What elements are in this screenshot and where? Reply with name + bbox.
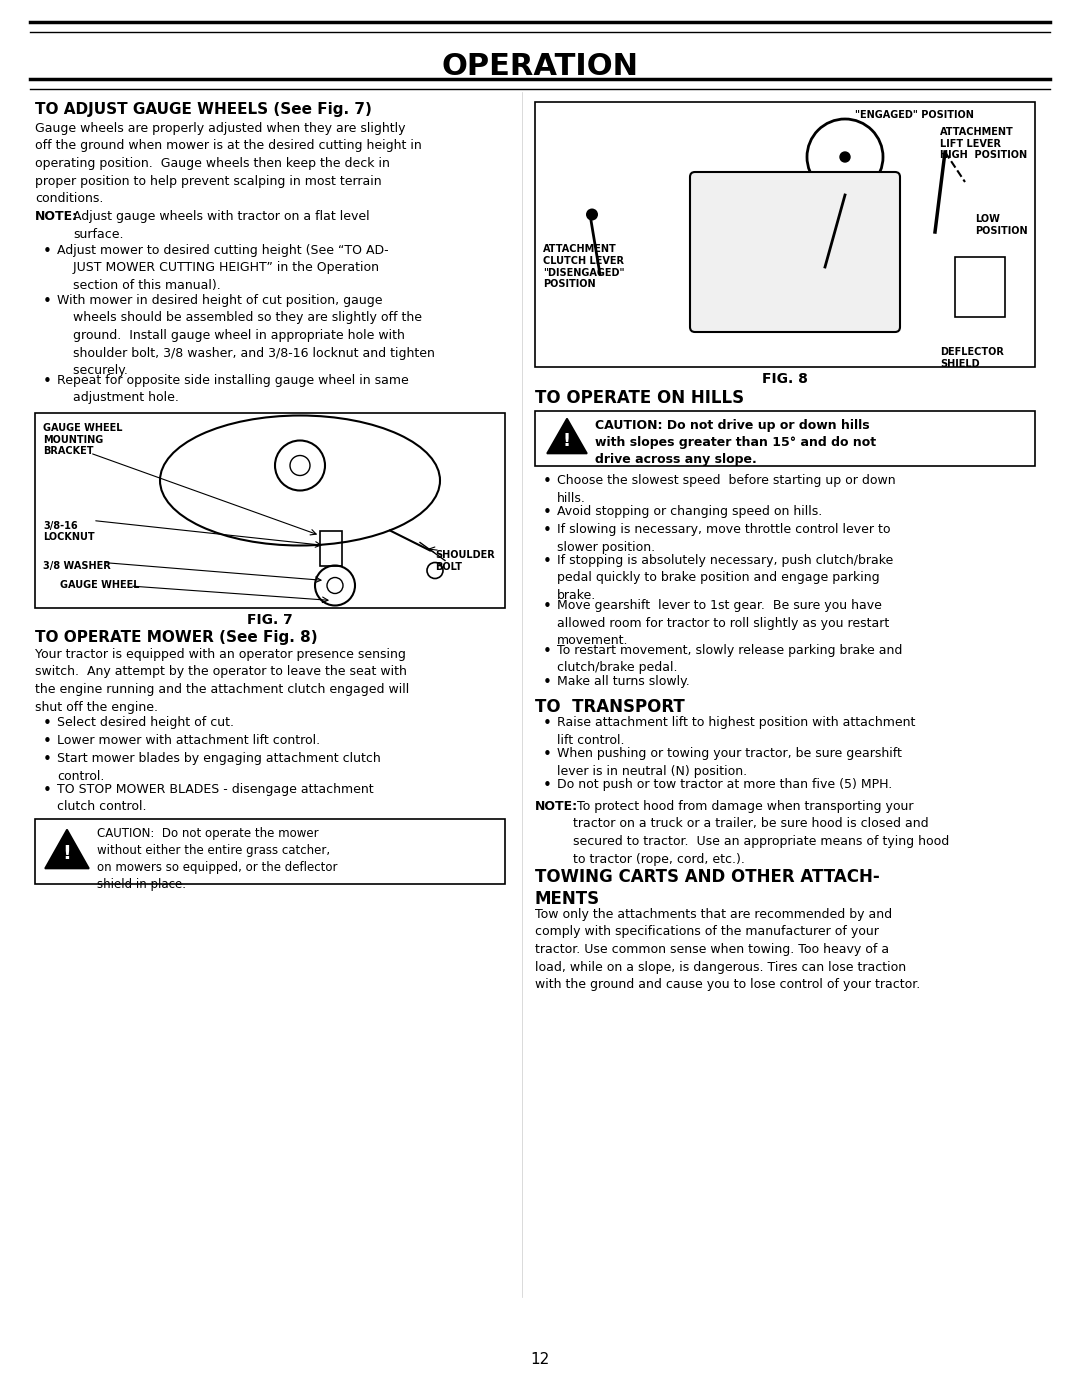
Text: Avoid stopping or changing speed on hills.: Avoid stopping or changing speed on hill… xyxy=(557,504,822,518)
Text: •: • xyxy=(43,752,52,767)
Text: Lower mower with attachment lift control.: Lower mower with attachment lift control… xyxy=(57,733,320,747)
Text: •: • xyxy=(543,747,552,761)
FancyBboxPatch shape xyxy=(35,414,505,608)
Text: TO  TRANSPORT: TO TRANSPORT xyxy=(535,698,685,717)
Text: TOWING CARTS AND OTHER ATTACH-
MENTS: TOWING CARTS AND OTHER ATTACH- MENTS xyxy=(535,868,880,908)
Text: To restart movement, slowly release parking brake and
clutch/brake pedal.: To restart movement, slowly release park… xyxy=(557,644,903,675)
Text: •: • xyxy=(543,522,552,538)
Text: •: • xyxy=(43,374,52,388)
Text: 12: 12 xyxy=(530,1352,550,1368)
Text: NOTE:: NOTE: xyxy=(35,210,78,224)
Text: •: • xyxy=(543,474,552,489)
Polygon shape xyxy=(45,830,89,869)
Text: OPERATION: OPERATION xyxy=(442,52,638,81)
Text: When pushing or towing your tractor, be sure gearshift
lever is in neutral (N) p: When pushing or towing your tractor, be … xyxy=(557,747,902,778)
Text: TO STOP MOWER BLADES - disengage attachment
clutch control.: TO STOP MOWER BLADES - disengage attachm… xyxy=(57,782,374,813)
Text: CAUTION: Do not drive up or down hills
with slopes greater than 15° and do not
d: CAUTION: Do not drive up or down hills w… xyxy=(595,419,876,467)
Text: !: ! xyxy=(563,432,571,450)
Text: •: • xyxy=(43,717,52,731)
Text: ATTACHMENT
CLUTCH LEVER
"DISENGAGED"
POSITION: ATTACHMENT CLUTCH LEVER "DISENGAGED" POS… xyxy=(543,244,624,289)
Text: Raise attachment lift to highest position with attachment
lift control.: Raise attachment lift to highest positio… xyxy=(557,717,916,746)
Text: With mower in desired height of cut position, gauge
    wheels should be assembl: With mower in desired height of cut posi… xyxy=(57,293,435,377)
Text: Move gearshift  lever to 1st gear.  Be sure you have
allowed room for tractor to: Move gearshift lever to 1st gear. Be sur… xyxy=(557,599,889,647)
Text: FIG. 8: FIG. 8 xyxy=(762,372,808,386)
FancyBboxPatch shape xyxy=(690,172,900,332)
Text: Make all turns slowly.: Make all turns slowly. xyxy=(557,675,690,687)
Text: To protect hood from damage when transporting your
tractor on a truck or a trail: To protect hood from damage when transpo… xyxy=(573,800,949,866)
Bar xyxy=(955,257,1005,317)
FancyBboxPatch shape xyxy=(535,102,1035,367)
Text: •: • xyxy=(543,504,552,520)
Circle shape xyxy=(586,208,598,221)
Text: Start mower blades by engaging attachment clutch
control.: Start mower blades by engaging attachmen… xyxy=(57,752,381,782)
Text: If slowing is necessary, move throttle control lever to
slower position.: If slowing is necessary, move throttle c… xyxy=(557,522,891,553)
Circle shape xyxy=(840,152,850,162)
Text: •: • xyxy=(543,717,552,731)
Text: TO OPERATE MOWER (See Fig. 8): TO OPERATE MOWER (See Fig. 8) xyxy=(35,630,318,645)
Bar xyxy=(35,819,505,884)
Text: Do not push or tow tractor at more than five (5) MPH.: Do not push or tow tractor at more than … xyxy=(557,778,892,791)
Text: TO ADJUST GAUGE WHEELS (See Fig. 7): TO ADJUST GAUGE WHEELS (See Fig. 7) xyxy=(35,102,372,117)
Text: •: • xyxy=(543,599,552,615)
Text: Repeat for opposite side installing gauge wheel in same
    adjustment hole.: Repeat for opposite side installing gaug… xyxy=(57,374,408,405)
Text: •: • xyxy=(543,675,552,690)
Text: Gauge wheels are properly adjusted when they are slightly
off the ground when mo: Gauge wheels are properly adjusted when … xyxy=(35,122,422,205)
Text: •: • xyxy=(543,644,552,659)
Text: •: • xyxy=(543,555,552,569)
Text: CAUTION:  Do not operate the mower
without either the entire grass catcher,
on m: CAUTION: Do not operate the mower withou… xyxy=(97,827,337,891)
Text: !: ! xyxy=(63,844,71,863)
Text: GAUGE WHEEL: GAUGE WHEEL xyxy=(60,580,139,590)
Text: •: • xyxy=(43,244,52,258)
Text: LOW
POSITION: LOW POSITION xyxy=(975,215,1028,236)
Text: 3/8-16
LOCKNUT: 3/8-16 LOCKNUT xyxy=(43,521,95,542)
Text: •: • xyxy=(43,733,52,749)
Text: TO OPERATE ON HILLS: TO OPERATE ON HILLS xyxy=(535,388,744,407)
Text: If stopping is absolutely necessary, push clutch/brake
pedal quickly to brake po: If stopping is absolutely necessary, pus… xyxy=(557,555,893,602)
Polygon shape xyxy=(546,419,588,454)
Bar xyxy=(535,411,1035,467)
Text: Tow only the attachments that are recommended by and
comply with specifications : Tow only the attachments that are recomm… xyxy=(535,908,920,990)
Text: •: • xyxy=(543,778,552,793)
Text: Adjust mower to desired cutting height (See “TO AD-
    JUST MOWER CUTTING HEIGH: Adjust mower to desired cutting height (… xyxy=(57,244,389,292)
Text: FIG. 7: FIG. 7 xyxy=(247,613,293,627)
Text: Adjust gauge wheels with tractor on a flat level
surface.: Adjust gauge wheels with tractor on a fl… xyxy=(73,210,369,240)
Text: Your tractor is equipped with an operator presence sensing
switch.  Any attempt : Your tractor is equipped with an operato… xyxy=(35,648,409,714)
Text: •: • xyxy=(43,782,52,798)
Text: Select desired height of cut.: Select desired height of cut. xyxy=(57,717,234,729)
Text: "ENGAGED" POSITION: "ENGAGED" POSITION xyxy=(855,110,974,120)
Text: SHOULDER
BOLT: SHOULDER BOLT xyxy=(435,550,495,573)
Text: ATTACHMENT
LIFT LEVER
HIGH  POSITION: ATTACHMENT LIFT LEVER HIGH POSITION xyxy=(940,127,1027,161)
Text: GAUGE WHEEL
MOUNTING
BRACKET: GAUGE WHEEL MOUNTING BRACKET xyxy=(43,423,122,457)
Text: Choose the slowest speed  before starting up or down
hills.: Choose the slowest speed before starting… xyxy=(557,474,895,504)
Text: •: • xyxy=(43,293,52,309)
Bar xyxy=(320,531,342,566)
Text: DEFLECTOR
SHIELD: DEFLECTOR SHIELD xyxy=(940,346,1004,369)
Text: NOTE:: NOTE: xyxy=(535,800,578,813)
Text: 3/8 WASHER: 3/8 WASHER xyxy=(43,560,111,570)
